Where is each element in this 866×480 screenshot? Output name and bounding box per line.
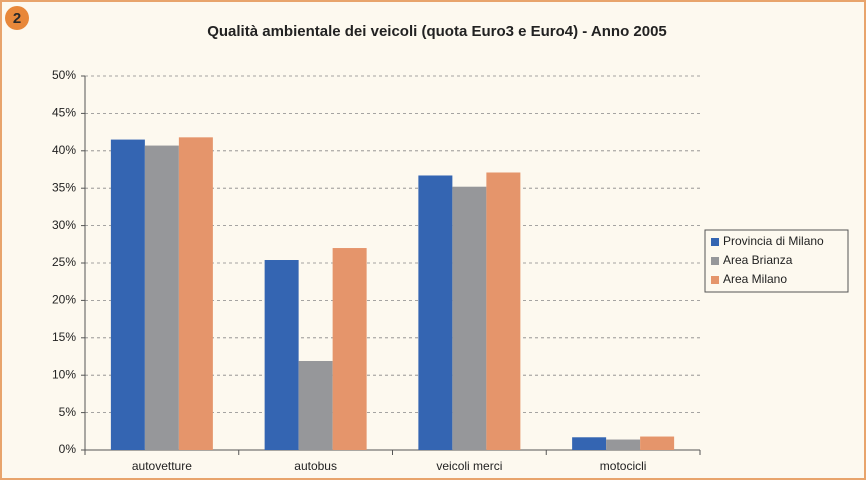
y-tick-label: 0% xyxy=(59,442,77,456)
x-tick-label: veicoli merci xyxy=(436,459,502,473)
legend-box xyxy=(704,229,849,293)
y-tick-label: 35% xyxy=(52,180,76,194)
legend-label: Area Brianza xyxy=(723,253,793,267)
bar xyxy=(298,360,333,450)
y-tick-label: 20% xyxy=(52,293,76,307)
bar xyxy=(110,139,145,450)
y-tick-label: 30% xyxy=(52,218,76,232)
y-tick-label: 45% xyxy=(52,106,76,120)
bar xyxy=(178,137,213,450)
bar xyxy=(418,175,453,450)
legend-swatch xyxy=(711,257,719,265)
y-tick-label: 10% xyxy=(52,367,76,381)
bar xyxy=(332,248,367,450)
bar xyxy=(606,439,641,450)
bar xyxy=(144,145,179,450)
bar xyxy=(572,437,607,450)
legend-swatch xyxy=(711,276,719,284)
y-tick-label: 5% xyxy=(59,405,77,419)
bar xyxy=(452,186,487,451)
x-tick-label: autovetture xyxy=(132,459,192,473)
badge-circle xyxy=(5,6,29,30)
legend-label: Area Milano xyxy=(723,272,787,286)
bar xyxy=(264,260,299,450)
y-tick-label: 50% xyxy=(52,68,76,82)
y-tick-label: 15% xyxy=(52,330,76,344)
bar xyxy=(640,436,675,450)
chart-title: Qualità ambientale dei veicoli (quota Eu… xyxy=(207,23,667,40)
y-tick-label: 40% xyxy=(52,143,76,157)
legend-swatch xyxy=(711,238,719,246)
bar xyxy=(486,172,521,450)
x-tick-label: motocicli xyxy=(600,459,647,473)
y-tick-label: 25% xyxy=(52,255,76,269)
badge: 2 xyxy=(13,10,21,27)
x-tick-label: autobus xyxy=(294,459,337,473)
legend-label: Provincia di Milano xyxy=(723,234,824,248)
